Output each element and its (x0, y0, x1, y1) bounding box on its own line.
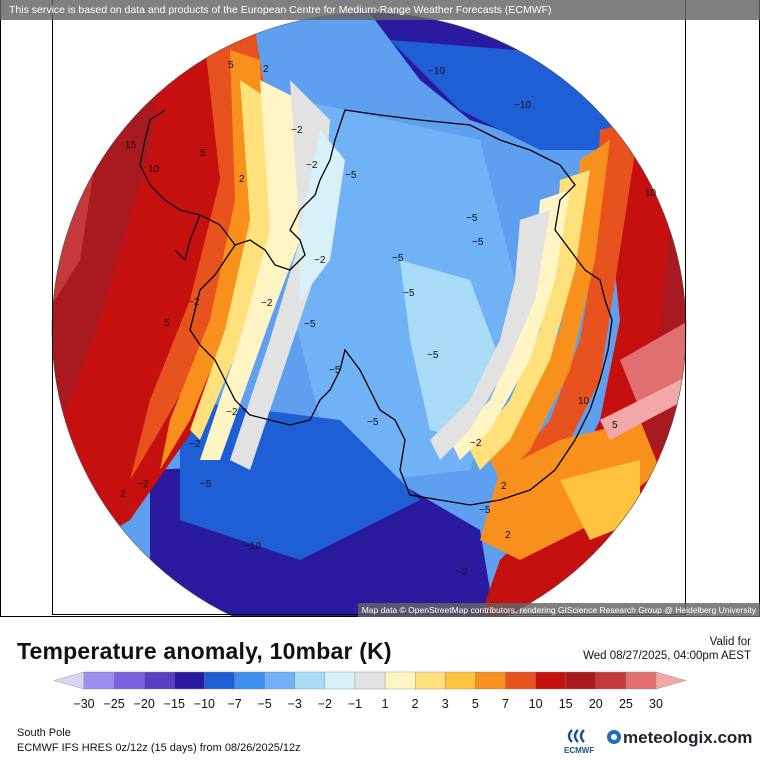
map-data-attribution[interactable]: Map data © OpenStreetMap contributors, r… (357, 603, 760, 617)
colorbar-tick-label: 2 (412, 697, 419, 711)
meteologix-brand[interactable]: meteologix.com (607, 728, 752, 748)
contour-label: 5 (228, 60, 234, 71)
contour-label: −5 (367, 417, 379, 428)
colorbar-tick-label: 10 (529, 697, 543, 711)
colorbar-swatch (384, 671, 416, 690)
ecmwf-logo-icon (567, 729, 585, 743)
contour-label: −10 (514, 100, 531, 111)
contour-label: 5 (612, 420, 618, 431)
ecmwf-attribution: This service is based on data and produc… (0, 0, 760, 20)
contour-label: 10 (148, 164, 160, 175)
colorbar-swatch (475, 671, 507, 690)
colorbar-swatch (535, 671, 567, 690)
colorbar-swatch (445, 671, 477, 690)
temperature-anomaly-map[interactable]: 15 10 5 5 2 2 −2 −2 −2 −2 −2 5 2 −2 −5 −… (0, 0, 760, 617)
antarctica-coastline (189, 109, 613, 506)
contour-label: 2 (239, 174, 245, 185)
ecmwf-label: ECMWF (564, 746, 595, 755)
colorbar-tick-label: 7 (502, 697, 509, 711)
brand-text: meteologix.com (623, 728, 753, 747)
contour-labels: 15 10 5 5 2 2 −2 −2 −2 −2 −2 5 2 −2 −5 −… (120, 60, 657, 578)
contour-label: −5 (427, 350, 439, 361)
colorbar-tick-label: −2 (318, 697, 332, 711)
contour-label: −5 (479, 505, 491, 516)
colorbar-swatch (655, 671, 687, 690)
region-label: South Pole (17, 727, 71, 739)
colorbar-tick-label: −20 (134, 697, 155, 711)
map-area[interactable]: 15 10 5 5 2 2 −2 −2 −2 −2 −2 5 2 −2 −5 −… (0, 0, 760, 617)
colorbar-tick-label: 20 (589, 697, 603, 711)
colorbar-tick-label: 5 (472, 697, 479, 711)
colorbar-tick-label: −5 (257, 697, 271, 711)
contour-label: 2 (505, 530, 511, 541)
contour-label: 10 (645, 188, 657, 199)
colorbar-swatch (324, 671, 356, 690)
contour-label: −2 (137, 479, 149, 490)
colorbar-tick-label: 3 (442, 697, 449, 711)
colorbar-tick-label: 25 (619, 697, 633, 711)
chart-title: Temperature anomaly, 10mbar (K) (17, 638, 392, 664)
colorbar-swatch (113, 671, 145, 690)
contour-label: −5 (472, 237, 484, 248)
contour-label: 2 (120, 489, 126, 500)
contour-label: −2 (226, 407, 238, 418)
colorbar-tick-label: −10 (194, 697, 215, 711)
colorbar-tick-label: −1 (348, 697, 362, 711)
colorbar: −30 −25 −20 −15 −10 −7 −5 −3 −2 −1 1 2 3 5 7 10 15 20 25 30 (53, 671, 687, 711)
contour-label: −2 (189, 439, 201, 450)
antarctic-peninsula-coastline (139, 109, 236, 262)
contour-label: 2 (501, 481, 507, 492)
contour-label: −2 (456, 567, 468, 578)
contour-label: 2 (263, 64, 269, 75)
colorbar-swatch (83, 671, 115, 690)
colorbar-tick-label: −15 (164, 697, 185, 711)
colorbar-swatch (625, 671, 657, 690)
colorbar-swatch (505, 671, 537, 690)
contour-label: −5 (403, 288, 415, 299)
colorbar-swatch (294, 671, 326, 690)
colorbar-tick-label: −3 (288, 697, 302, 711)
colorbar-swatch (144, 671, 176, 690)
contour-label: −5 (466, 213, 478, 224)
contour-label: 15 (125, 140, 137, 151)
colorbar-tick-label: 30 (649, 697, 663, 711)
contour-label: −2 (314, 255, 326, 266)
colorbar-swatch (414, 671, 446, 690)
contour-label: −2 (188, 297, 200, 308)
colorbar-swatch (53, 671, 85, 690)
contour-label: −10 (428, 66, 445, 77)
colorbar-tick-label: 15 (559, 697, 573, 711)
colorbar-swatch (234, 671, 266, 690)
colorbar-tick-label: −7 (227, 697, 241, 711)
contour-label: −10 (244, 541, 261, 552)
colorbar-tick-label: −25 (103, 697, 124, 711)
contour-label: −2 (291, 125, 303, 136)
contour-label: −2 (470, 438, 482, 449)
valid-for-label: Valid for (709, 636, 751, 648)
meteologix-logo-icon (607, 730, 621, 744)
colorbar-swatch (264, 671, 296, 690)
colorbar-swatch (204, 671, 236, 690)
contour-label: −5 (200, 479, 212, 490)
contour-label: −5 (345, 170, 357, 181)
colorbar-tick-label: 1 (382, 697, 389, 711)
contour-label: 5 (200, 148, 206, 159)
contour-label: 5 (164, 318, 170, 329)
colorbar-swatch (595, 671, 627, 690)
contour-label: −2 (306, 160, 318, 171)
contour-label: 10 (578, 396, 590, 407)
colorbar-swatch (565, 671, 597, 690)
colorbar-swatch (354, 671, 386, 690)
contour-label: −2 (261, 298, 273, 309)
anomaly-field (52, 13, 686, 617)
model-run-info: ECMWF IFS HRES 0z/12z (15 days) from 08/… (17, 742, 301, 754)
valid-time: Wed 08/27/2025, 04:00pm AEST (583, 650, 751, 662)
contour-label: −5 (392, 253, 404, 264)
contour-label: −5 (304, 319, 316, 330)
contour-label: −5 (329, 365, 341, 376)
colorbar-tick-label: −30 (73, 697, 94, 711)
colorbar-swatch (174, 671, 206, 690)
